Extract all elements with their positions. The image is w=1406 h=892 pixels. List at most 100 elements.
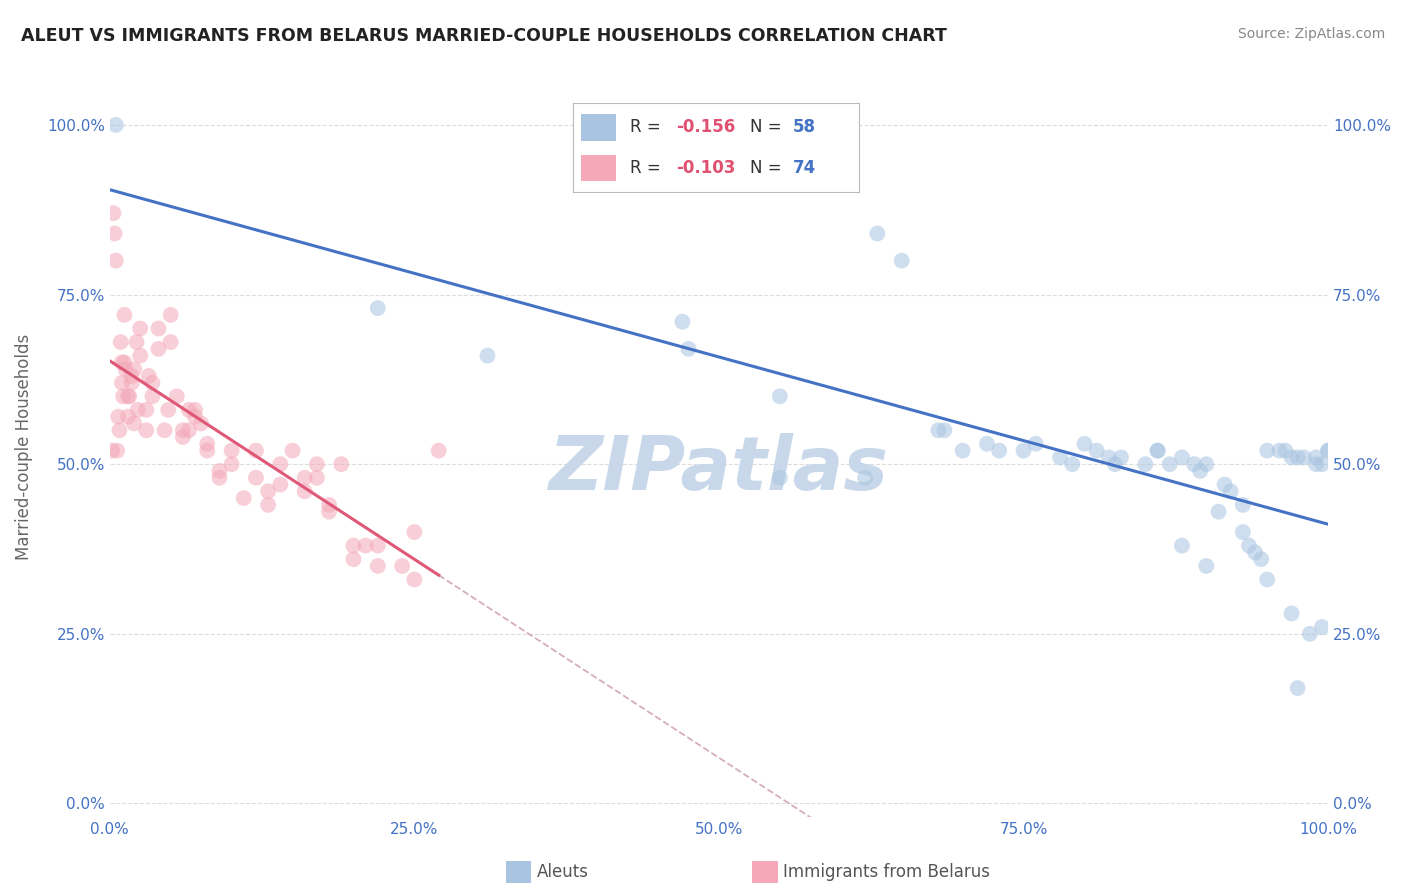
Text: ZIPatlas: ZIPatlas xyxy=(548,433,889,506)
Point xyxy=(1025,437,1047,451)
Point xyxy=(117,409,139,424)
Point xyxy=(1274,443,1296,458)
Point xyxy=(1256,443,1278,458)
Point xyxy=(477,349,499,363)
Point xyxy=(129,349,152,363)
Point xyxy=(1146,443,1168,458)
Point xyxy=(138,368,160,383)
Point xyxy=(177,423,200,437)
Point xyxy=(108,423,131,437)
Point xyxy=(148,342,170,356)
Point xyxy=(1085,443,1108,458)
Point xyxy=(121,376,143,390)
Point xyxy=(976,437,998,451)
Point xyxy=(678,342,700,356)
Point xyxy=(159,308,181,322)
Point xyxy=(172,423,194,437)
Point xyxy=(245,443,267,458)
Point xyxy=(281,443,304,458)
Point xyxy=(1317,443,1340,458)
Point xyxy=(1305,450,1327,465)
Point xyxy=(404,524,426,539)
Point xyxy=(141,376,163,390)
Point xyxy=(1159,457,1181,471)
Point xyxy=(208,464,231,478)
Point xyxy=(367,539,389,553)
Point xyxy=(122,417,145,431)
Point xyxy=(391,558,413,573)
Point xyxy=(1135,457,1157,471)
Point xyxy=(1256,573,1278,587)
Point xyxy=(141,389,163,403)
Point xyxy=(1268,443,1291,458)
Point xyxy=(1049,450,1071,465)
Point xyxy=(190,417,212,431)
Point xyxy=(104,227,127,241)
Point xyxy=(769,471,792,485)
Point xyxy=(157,403,180,417)
Point xyxy=(1232,498,1254,512)
Point xyxy=(195,443,218,458)
Point xyxy=(1073,437,1095,451)
Text: Immigrants from Belarus: Immigrants from Belarus xyxy=(783,863,990,881)
Point xyxy=(129,321,152,335)
Text: ALEUT VS IMMIGRANTS FROM BELARUS MARRIED-COUPLE HOUSEHOLDS CORRELATION CHART: ALEUT VS IMMIGRANTS FROM BELARUS MARRIED… xyxy=(21,27,948,45)
Point xyxy=(1213,477,1236,491)
Point xyxy=(112,308,135,322)
Point xyxy=(934,423,956,437)
Point xyxy=(135,403,157,417)
Point xyxy=(127,403,149,417)
Point xyxy=(988,443,1011,458)
Point xyxy=(221,443,243,458)
Point xyxy=(184,403,207,417)
Point xyxy=(1286,681,1309,695)
Point xyxy=(1281,450,1303,465)
Point xyxy=(111,355,134,369)
Point xyxy=(153,423,176,437)
Point xyxy=(927,423,949,437)
Point xyxy=(1146,443,1168,458)
Point xyxy=(769,389,792,403)
Point xyxy=(166,389,188,403)
Point xyxy=(367,301,389,315)
Point xyxy=(117,389,139,403)
Point xyxy=(195,437,218,451)
Point xyxy=(221,457,243,471)
Point xyxy=(1171,539,1194,553)
Point xyxy=(853,471,876,485)
Point xyxy=(1171,450,1194,465)
Point xyxy=(122,362,145,376)
Point xyxy=(1281,607,1303,621)
Point xyxy=(318,498,340,512)
Point xyxy=(257,484,280,499)
Point xyxy=(1109,450,1132,465)
Text: Source: ZipAtlas.com: Source: ZipAtlas.com xyxy=(1237,27,1385,41)
Point xyxy=(105,443,128,458)
Point xyxy=(866,227,889,241)
Point xyxy=(112,355,135,369)
Point xyxy=(294,484,316,499)
Point xyxy=(208,471,231,485)
Point xyxy=(269,477,291,491)
Point xyxy=(184,409,207,424)
Point xyxy=(1244,545,1267,559)
Point xyxy=(101,443,124,458)
Point xyxy=(172,430,194,444)
Point xyxy=(342,539,364,553)
Point xyxy=(305,457,328,471)
Point xyxy=(245,471,267,485)
Point xyxy=(1182,457,1205,471)
Point xyxy=(1305,457,1327,471)
Point xyxy=(103,206,125,220)
Point xyxy=(1062,457,1084,471)
Point xyxy=(367,558,389,573)
Point xyxy=(1195,558,1218,573)
Point xyxy=(318,505,340,519)
Point xyxy=(1189,464,1212,478)
Point xyxy=(1299,627,1322,641)
Y-axis label: Married-couple Households: Married-couple Households xyxy=(15,334,32,560)
Point xyxy=(114,362,136,376)
Point xyxy=(1012,443,1035,458)
Point xyxy=(952,443,974,458)
Point xyxy=(111,376,134,390)
